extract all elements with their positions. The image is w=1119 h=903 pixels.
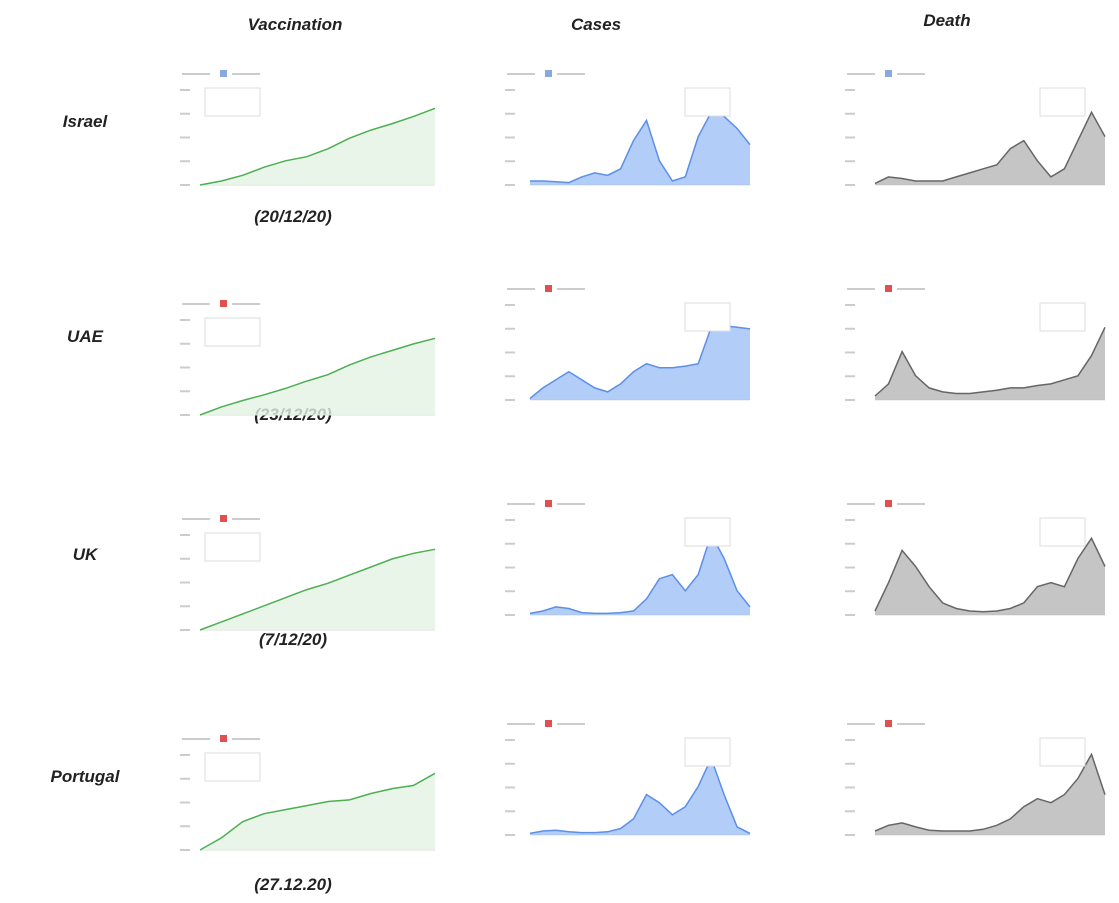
tooltip-box (685, 518, 730, 546)
legend-swatch (885, 720, 892, 727)
column-header: Death (923, 11, 970, 30)
tooltip-box (205, 88, 260, 116)
tooltip-box (685, 303, 730, 331)
thumbnail-area (200, 773, 435, 850)
legend-swatch (545, 720, 552, 727)
tooltip-box (685, 88, 730, 116)
row-label: UAE (67, 327, 104, 346)
tooltip-box (1040, 738, 1085, 766)
thumbnail-area (875, 112, 1105, 185)
tooltip-box (685, 738, 730, 766)
legend-swatch (545, 500, 552, 507)
legend-swatch (885, 500, 892, 507)
thumbnail-area (875, 538, 1105, 615)
date-label: (27.12.20) (254, 875, 332, 894)
date-label: (7/12/20) (259, 630, 327, 649)
figure: Vaccination Cases Death Israel (20/12/20)… (0, 0, 1119, 903)
legend-swatch (220, 515, 227, 522)
tooltip-box (205, 533, 260, 561)
legend-swatch (545, 70, 552, 77)
tooltip-box (1040, 88, 1085, 116)
column-header: Cases (571, 15, 621, 34)
legend-swatch (885, 70, 892, 77)
tooltip-box (205, 753, 260, 781)
thumbnail-area (530, 326, 750, 400)
tooltip-box (205, 318, 260, 346)
legend-swatch (885, 285, 892, 292)
thumbnail-area (530, 112, 750, 185)
tooltip-box (1040, 303, 1085, 331)
grid: Israel(20/12/20)UAE(23/12/20)UK(7/12/20)… (51, 70, 1105, 894)
date-label: (20/12/20) (254, 207, 332, 226)
row-label: Portugal (51, 767, 121, 786)
row-label: Israel (63, 112, 109, 131)
thumbnail-area (200, 108, 435, 185)
legend-swatch (220, 70, 227, 77)
legend-swatch (545, 285, 552, 292)
tooltip-box (1040, 518, 1085, 546)
legend-swatch (220, 300, 227, 307)
column-header: Vaccination (248, 15, 343, 34)
row-label: UK (73, 545, 99, 564)
thumbnail-area (530, 758, 750, 835)
legend-swatch (220, 735, 227, 742)
